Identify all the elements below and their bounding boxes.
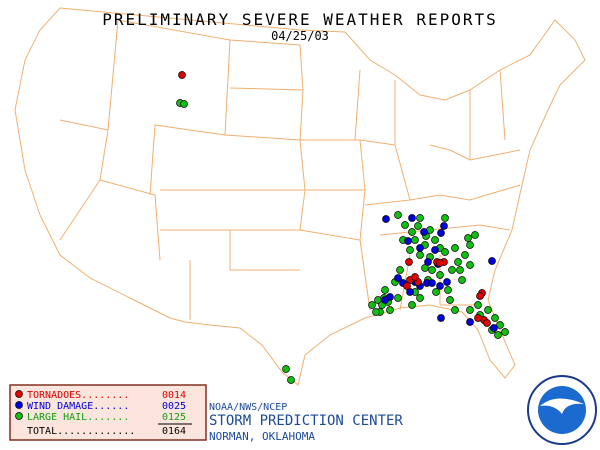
report-dot (405, 258, 413, 266)
report-dot (483, 319, 491, 327)
report-dot (454, 258, 462, 266)
report-dot (501, 328, 509, 336)
report-dot (446, 296, 454, 304)
report-dot (458, 276, 466, 284)
report-dot (406, 246, 414, 254)
legend-dot (15, 401, 23, 409)
state-lines (59, 19, 521, 320)
legend-dot (15, 412, 23, 420)
report-dot (443, 278, 451, 286)
report-dot (411, 273, 419, 281)
report-dot (441, 248, 449, 256)
report-dot (368, 301, 376, 309)
map-date: 04/25/03 (271, 29, 329, 43)
report-dot (448, 266, 456, 274)
report-dot (421, 264, 429, 272)
report-dot (431, 236, 439, 244)
report-dot (414, 222, 422, 230)
report-dot (420, 228, 428, 236)
report-dot (404, 237, 412, 245)
map-title: PRELIMINARY SEVERE WEATHER REPORTS (102, 10, 498, 29)
report-dot (416, 244, 424, 252)
report-dot (287, 376, 295, 384)
noaa-logo (527, 375, 597, 445)
report-dot (476, 292, 484, 300)
report-dot (440, 222, 448, 230)
legend-count: 0014 (162, 390, 186, 401)
report-dot (488, 257, 496, 265)
legend-total-count: 0164 (162, 426, 186, 437)
legend-count: 0125 (162, 412, 186, 423)
credit-center: STORM PREDICTION CENTER (209, 413, 403, 429)
legend-dot (15, 390, 23, 398)
report-dot (490, 324, 498, 332)
report-dot (466, 306, 474, 314)
report-dot (466, 241, 474, 249)
report-dot (381, 286, 389, 294)
report-dot (441, 214, 449, 222)
report-dot (491, 314, 499, 322)
report-dot (396, 266, 404, 274)
report-dot (382, 215, 390, 223)
report-dot (386, 306, 394, 314)
report-dot (408, 301, 416, 309)
state-outlines (14, 7, 586, 386)
legend-total-label: TOTAL............. (27, 426, 135, 437)
report-dot (456, 266, 464, 274)
legend-box (9, 384, 207, 441)
report-dot (406, 288, 414, 296)
report-dot (474, 314, 482, 322)
logo-bird (540, 398, 584, 414)
report-dot (496, 321, 504, 329)
report-dot (372, 308, 380, 316)
report-dot (437, 314, 445, 322)
report-dot (424, 258, 432, 266)
report-dot (474, 301, 482, 309)
legend-label: LARGE HAIL....... (27, 412, 129, 423)
report-dot (428, 279, 436, 287)
report-dot (180, 100, 188, 108)
report-dot (401, 221, 409, 229)
report-dot (436, 282, 444, 290)
report-dot (394, 211, 402, 219)
report-dot (428, 266, 436, 274)
report-dot (451, 306, 459, 314)
credit-agency: NOAA/NWS/NCEP (209, 402, 287, 413)
report-dot (436, 271, 444, 279)
report-dot (484, 306, 492, 314)
report-dot (471, 231, 479, 239)
report-dot (408, 214, 416, 222)
report-dot (394, 274, 402, 282)
report-dots (176, 71, 509, 384)
report-dot (466, 318, 474, 326)
report-dot (464, 234, 472, 242)
report-dot (408, 228, 416, 236)
report-dot (432, 288, 440, 296)
report-dot (381, 296, 389, 304)
report-dot (178, 71, 186, 79)
report-dot (403, 282, 411, 290)
report-dot (437, 229, 445, 237)
report-dot (416, 214, 424, 222)
report-dot (451, 244, 459, 252)
us-outline (14, 7, 586, 386)
report-dot (444, 286, 452, 294)
report-dot (394, 294, 402, 302)
report-dot (494, 331, 502, 339)
report-dot (431, 246, 439, 254)
report-dot (416, 251, 424, 259)
report-dot (282, 365, 290, 373)
legend-label: TORNADOES........ (27, 390, 129, 401)
report-dot (416, 294, 424, 302)
report-dot (461, 251, 469, 259)
report-dot (466, 261, 474, 269)
credit-location: NORMAN, OKLAHOMA (209, 430, 315, 443)
report-dot (436, 259, 444, 267)
legend-count: 0025 (162, 401, 186, 412)
legend-label: WIND DAMAGE...... (27, 401, 129, 412)
report-dot (411, 236, 419, 244)
